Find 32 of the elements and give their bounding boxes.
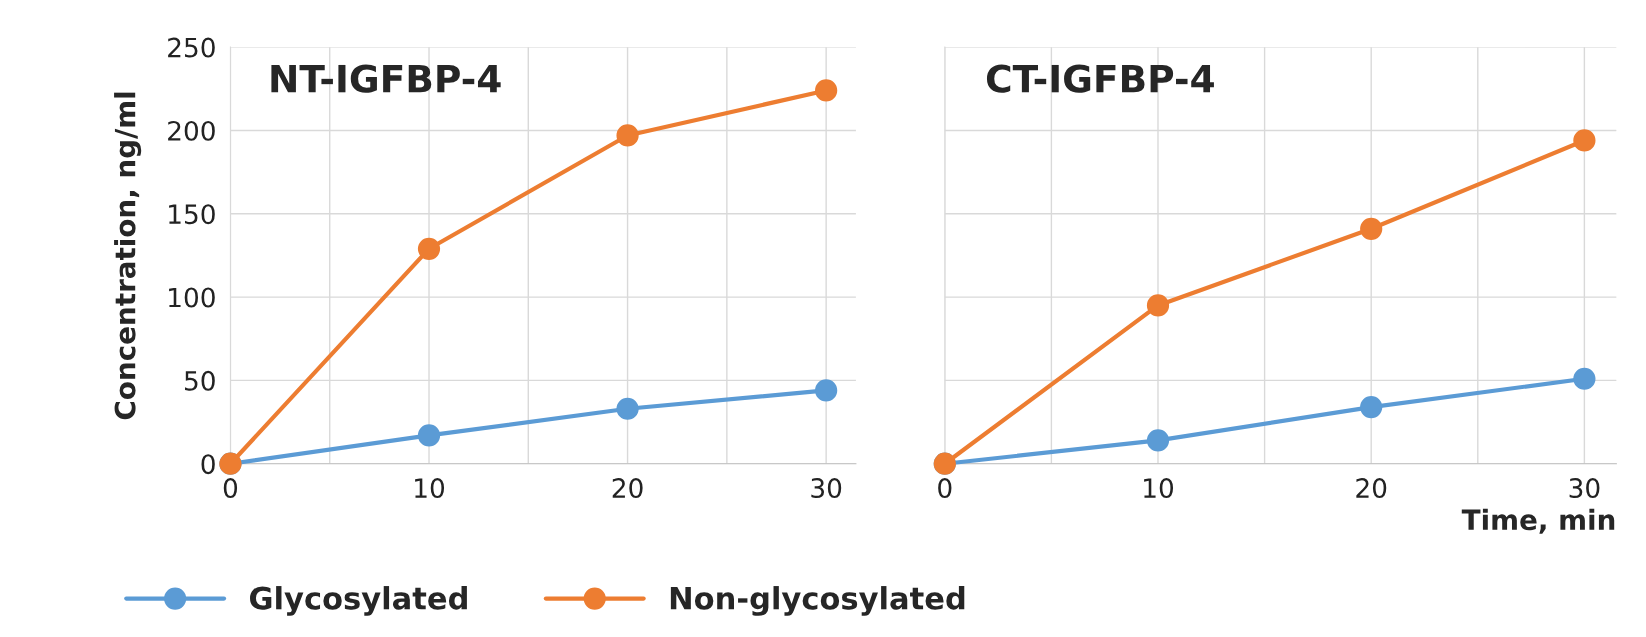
point bbox=[815, 379, 838, 402]
x-tick-label: 20 bbox=[612, 478, 643, 499]
x-tick-label: 30 bbox=[1569, 478, 1600, 499]
point bbox=[1146, 294, 1170, 317]
x-tick-label: 20 bbox=[1356, 478, 1387, 499]
y-axis-title: Concentration, ng/ml bbox=[114, 92, 142, 420]
point bbox=[1573, 367, 1596, 390]
legend-label: Glycosylated bbox=[250, 586, 467, 616]
point bbox=[417, 237, 441, 260]
y-tick-label: 100 bbox=[169, 287, 215, 308]
x-axis-title: Time, min bbox=[1461, 508, 1615, 534]
point bbox=[1360, 395, 1383, 419]
chart-title: CT-IGFBP-4 bbox=[986, 64, 1214, 93]
y-tick-label: 50 bbox=[185, 370, 215, 391]
x-tick-label: 0 bbox=[223, 478, 238, 499]
chart-title: NT-IGFBP-4 bbox=[271, 64, 501, 93]
point bbox=[1573, 129, 1596, 152]
legend-label: Non-glycosylated bbox=[670, 586, 965, 616]
point bbox=[1146, 429, 1170, 452]
point bbox=[815, 79, 838, 102]
x-tick-label: 10 bbox=[415, 478, 445, 499]
y-tick-label: 250 bbox=[168, 37, 215, 58]
x-tick-label: 30 bbox=[811, 478, 842, 499]
point bbox=[616, 124, 639, 147]
point bbox=[616, 397, 639, 420]
y-tick-label: 0 bbox=[201, 454, 215, 475]
y-tick-label: 200 bbox=[168, 120, 215, 141]
x-tick-label: 0 bbox=[938, 478, 952, 499]
point bbox=[1360, 217, 1383, 240]
point bbox=[417, 424, 441, 447]
x-tick-label: 10 bbox=[1144, 478, 1174, 499]
y-tick-label: 150 bbox=[169, 204, 215, 225]
